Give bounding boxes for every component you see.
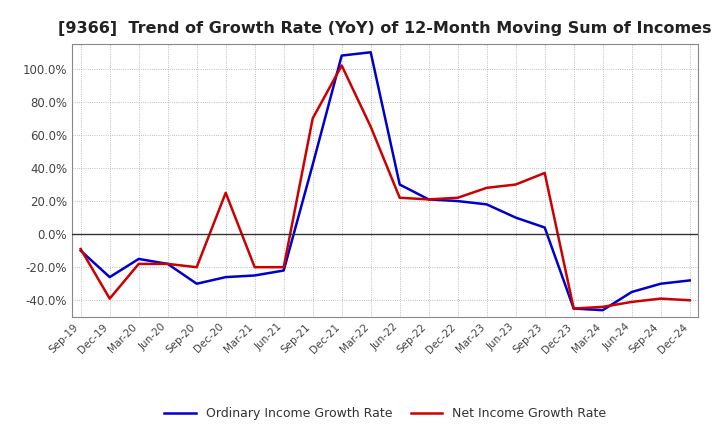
Ordinary Income Growth Rate [192, 281, 201, 286]
Ordinary Income Growth Rate [598, 308, 607, 313]
Legend: Ordinary Income Growth Rate, Net Income Growth Rate: Ordinary Income Growth Rate, Net Income … [159, 402, 611, 425]
Ordinary Income Growth Rate [424, 197, 433, 202]
Net Income Growth Rate [627, 299, 636, 304]
Line: Net Income Growth Rate: Net Income Growth Rate [81, 66, 690, 308]
Net Income Growth Rate [511, 182, 520, 187]
Net Income Growth Rate [541, 170, 549, 176]
Net Income Growth Rate [366, 124, 375, 129]
Net Income Growth Rate [279, 264, 288, 270]
Ordinary Income Growth Rate [511, 215, 520, 220]
Net Income Growth Rate [424, 197, 433, 202]
Ordinary Income Growth Rate [570, 306, 578, 311]
Net Income Growth Rate [308, 116, 317, 121]
Title: [9366]  Trend of Growth Rate (YoY) of 12-Month Moving Sum of Incomes: [9366] Trend of Growth Rate (YoY) of 12-… [58, 21, 712, 36]
Ordinary Income Growth Rate [221, 275, 230, 280]
Ordinary Income Growth Rate [366, 50, 375, 55]
Net Income Growth Rate [251, 264, 259, 270]
Ordinary Income Growth Rate [627, 290, 636, 295]
Net Income Growth Rate [685, 297, 694, 303]
Ordinary Income Growth Rate [163, 261, 172, 267]
Ordinary Income Growth Rate [76, 248, 85, 253]
Ordinary Income Growth Rate [541, 225, 549, 230]
Net Income Growth Rate [338, 63, 346, 68]
Net Income Growth Rate [570, 306, 578, 311]
Ordinary Income Growth Rate [395, 182, 404, 187]
Ordinary Income Growth Rate [454, 198, 462, 204]
Net Income Growth Rate [163, 261, 172, 267]
Ordinary Income Growth Rate [135, 256, 143, 261]
Net Income Growth Rate [105, 296, 114, 301]
Ordinary Income Growth Rate [308, 162, 317, 167]
Ordinary Income Growth Rate [338, 53, 346, 58]
Ordinary Income Growth Rate [482, 202, 491, 207]
Ordinary Income Growth Rate [251, 273, 259, 278]
Net Income Growth Rate [192, 264, 201, 270]
Ordinary Income Growth Rate [657, 281, 665, 286]
Ordinary Income Growth Rate [105, 275, 114, 280]
Net Income Growth Rate [221, 190, 230, 195]
Net Income Growth Rate [135, 261, 143, 267]
Net Income Growth Rate [395, 195, 404, 200]
Ordinary Income Growth Rate [685, 278, 694, 283]
Ordinary Income Growth Rate [279, 268, 288, 273]
Net Income Growth Rate [598, 304, 607, 309]
Net Income Growth Rate [482, 185, 491, 191]
Net Income Growth Rate [657, 296, 665, 301]
Net Income Growth Rate [454, 195, 462, 200]
Net Income Growth Rate [76, 246, 85, 252]
Line: Ordinary Income Growth Rate: Ordinary Income Growth Rate [81, 52, 690, 310]
